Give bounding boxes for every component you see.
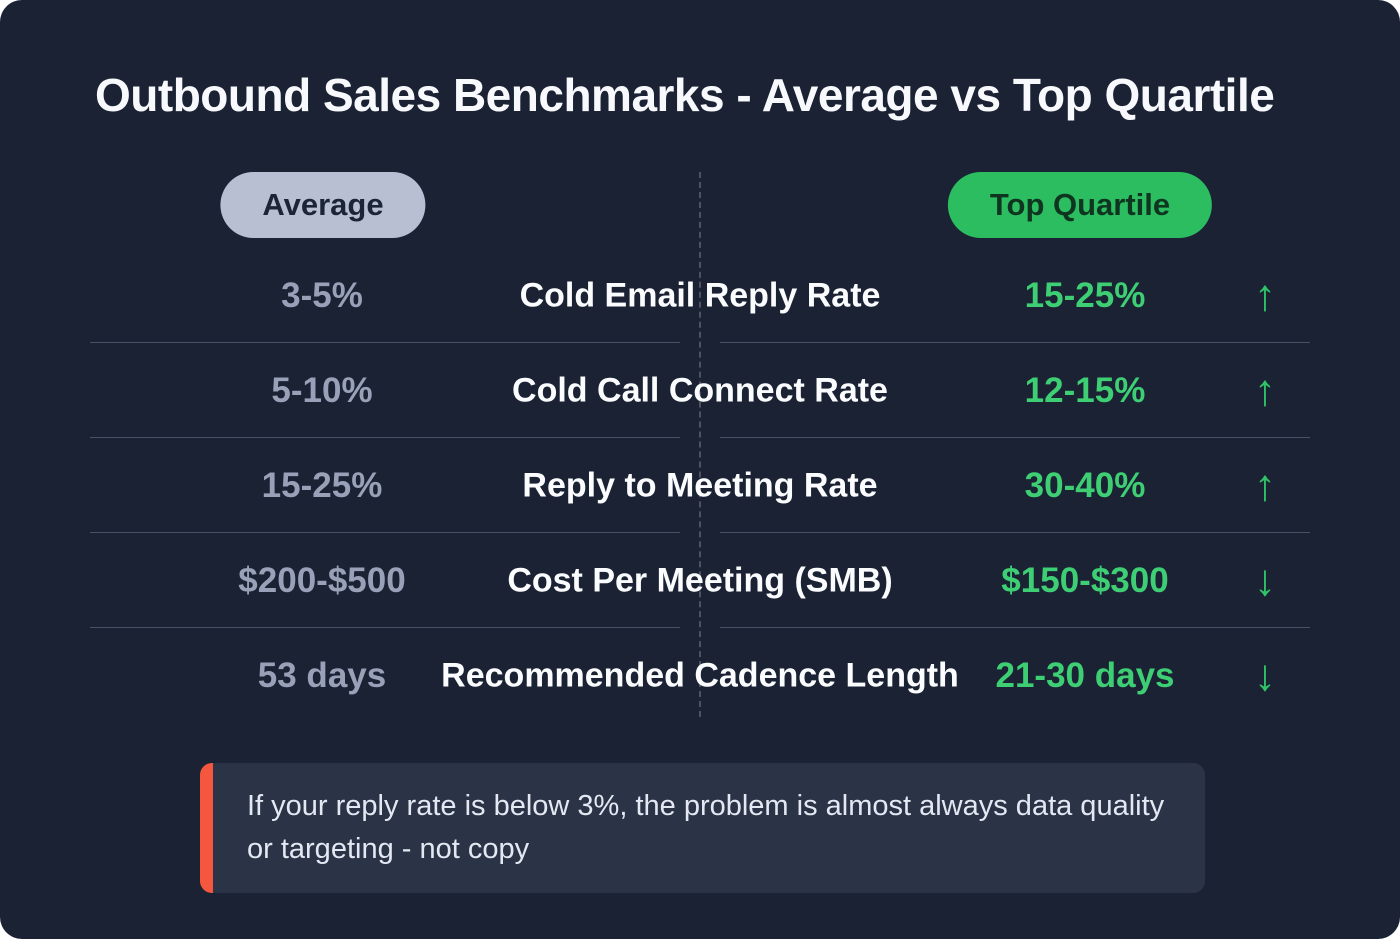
metric-label: Reply to Meeting Rate (522, 466, 878, 504)
trend-down-icon: ↓ (1254, 650, 1276, 700)
average-value: $200-$500 (238, 560, 406, 600)
table-row: 53 days Recommended Cadence Length 21-30… (0, 628, 1400, 723)
center-dashed-divider (699, 172, 701, 717)
average-value: 5-10% (271, 370, 373, 410)
insight-callout: If your reply rate is below 3%, the prob… (200, 763, 1205, 893)
metric-label: Cost Per Meeting (SMB) (507, 561, 893, 599)
top-quartile-value: 30-40% (1024, 465, 1146, 505)
trend-down-icon: ↓ (1254, 555, 1276, 605)
average-column-label: Average (262, 187, 384, 222)
table-row: 5-10% Cold Call Connect Rate 12-15% ↑ (0, 343, 1400, 438)
table-row: 15-25% Reply to Meeting Rate 30-40% ↑ (0, 438, 1400, 533)
top-quartile-value: 12-15% (1024, 370, 1146, 410)
top-quartile-column-badge: Top Quartile (947, 172, 1213, 238)
page-title: Outbound Sales Benchmarks - Average vs T… (95, 69, 1275, 121)
average-column-badge: Average (220, 172, 426, 238)
table-row: 3-5% Cold Email Reply Rate 15-25% ↑ (0, 248, 1400, 343)
table-row: $200-$500 Cost Per Meeting (SMB) $150-$3… (0, 533, 1400, 628)
metric-label: Cold Call Connect Rate (512, 371, 888, 409)
top-quartile-value: 21-30 days (995, 655, 1175, 695)
top-quartile-column-label: Top Quartile (989, 187, 1171, 222)
top-quartile-value: 15-25% (1024, 275, 1146, 315)
metric-label: Cold Email Reply Rate (519, 276, 881, 314)
average-value: 15-25% (261, 465, 383, 505)
trend-up-icon: ↑ (1254, 460, 1276, 510)
average-value: 3-5% (281, 275, 363, 315)
benchmark-table: 3-5% Cold Email Reply Rate 15-25% ↑ 5-10… (0, 248, 1400, 723)
callout-accent-bar (200, 763, 213, 893)
callout-text: If your reply rate is below 3%, the prob… (247, 790, 1165, 865)
top-quartile-value: $150-$300 (1001, 560, 1169, 600)
trend-up-icon: ↑ (1254, 365, 1276, 415)
metric-label: Recommended Cadence Length (441, 656, 959, 694)
trend-up-icon: ↑ (1254, 270, 1276, 320)
average-value: 53 days (257, 655, 387, 695)
